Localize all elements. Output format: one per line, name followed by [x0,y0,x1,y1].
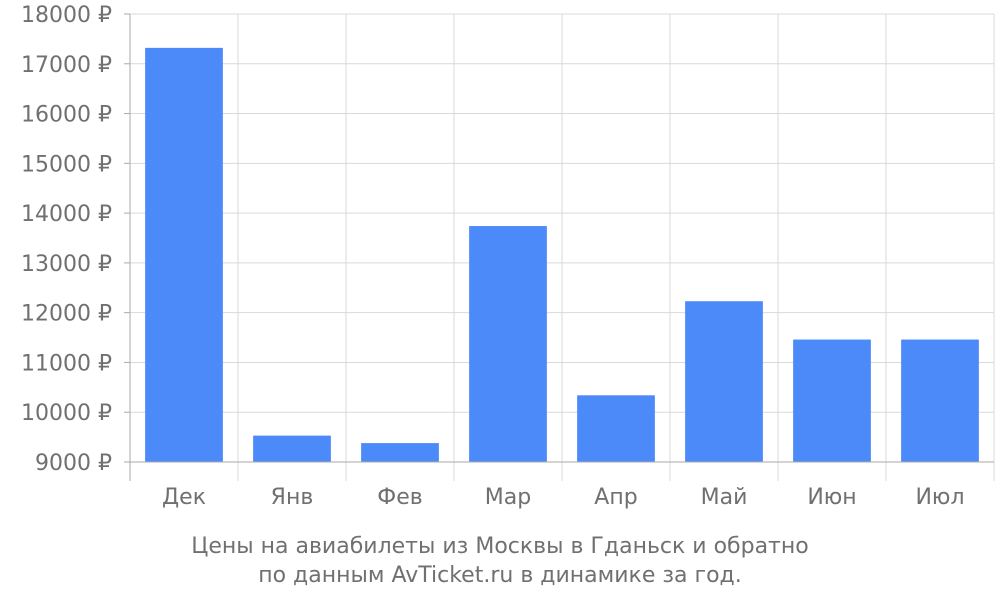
y-tick-label: 10000 ₽ [21,401,112,426]
chart-caption-line-1: Цены на авиабилеты из Москвы в Гданьск и… [191,534,809,559]
bar-5 [577,395,655,462]
x-tick-label: Май [701,485,748,510]
x-tick-label: Янв [271,485,314,510]
y-tick-label: 13000 ₽ [21,252,112,277]
bar-8 [901,339,979,462]
bar-1 [145,47,223,463]
x-tick-label: Июн [807,485,856,510]
x-tick-label: Фев [377,485,422,510]
x-tick-label: Дек [162,485,206,510]
x-tick-label: Мар [485,485,531,510]
bar-3 [361,443,439,462]
bar-6 [685,301,763,462]
bar-chart: 9000 ₽ 10000 ₽ 11000 ₽ 12000 ₽ 13000 ₽ 14000 … [21,3,995,510]
bar-4 [469,226,547,462]
chart-caption-line-2: по данным AvTicket.ru в динамике за год. [258,563,742,588]
y-tick-label: 18000 ₽ [21,3,112,28]
y-tick-label: 9000 ₽ [35,451,112,476]
y-tick-label: 12000 ₽ [21,302,112,327]
bar-2 [253,435,331,462]
x-tick-label: Июл [915,485,964,510]
y-tick-label: 17000 ₽ [21,53,112,78]
y-tick-label: 15000 ₽ [21,152,112,177]
y-tick-label: 14000 ₽ [21,202,112,227]
y-tick-label: 16000 ₽ [21,103,112,128]
y-tick-label: 11000 ₽ [21,351,112,376]
bar-7 [793,339,871,462]
x-tick-label: Апр [594,485,637,510]
